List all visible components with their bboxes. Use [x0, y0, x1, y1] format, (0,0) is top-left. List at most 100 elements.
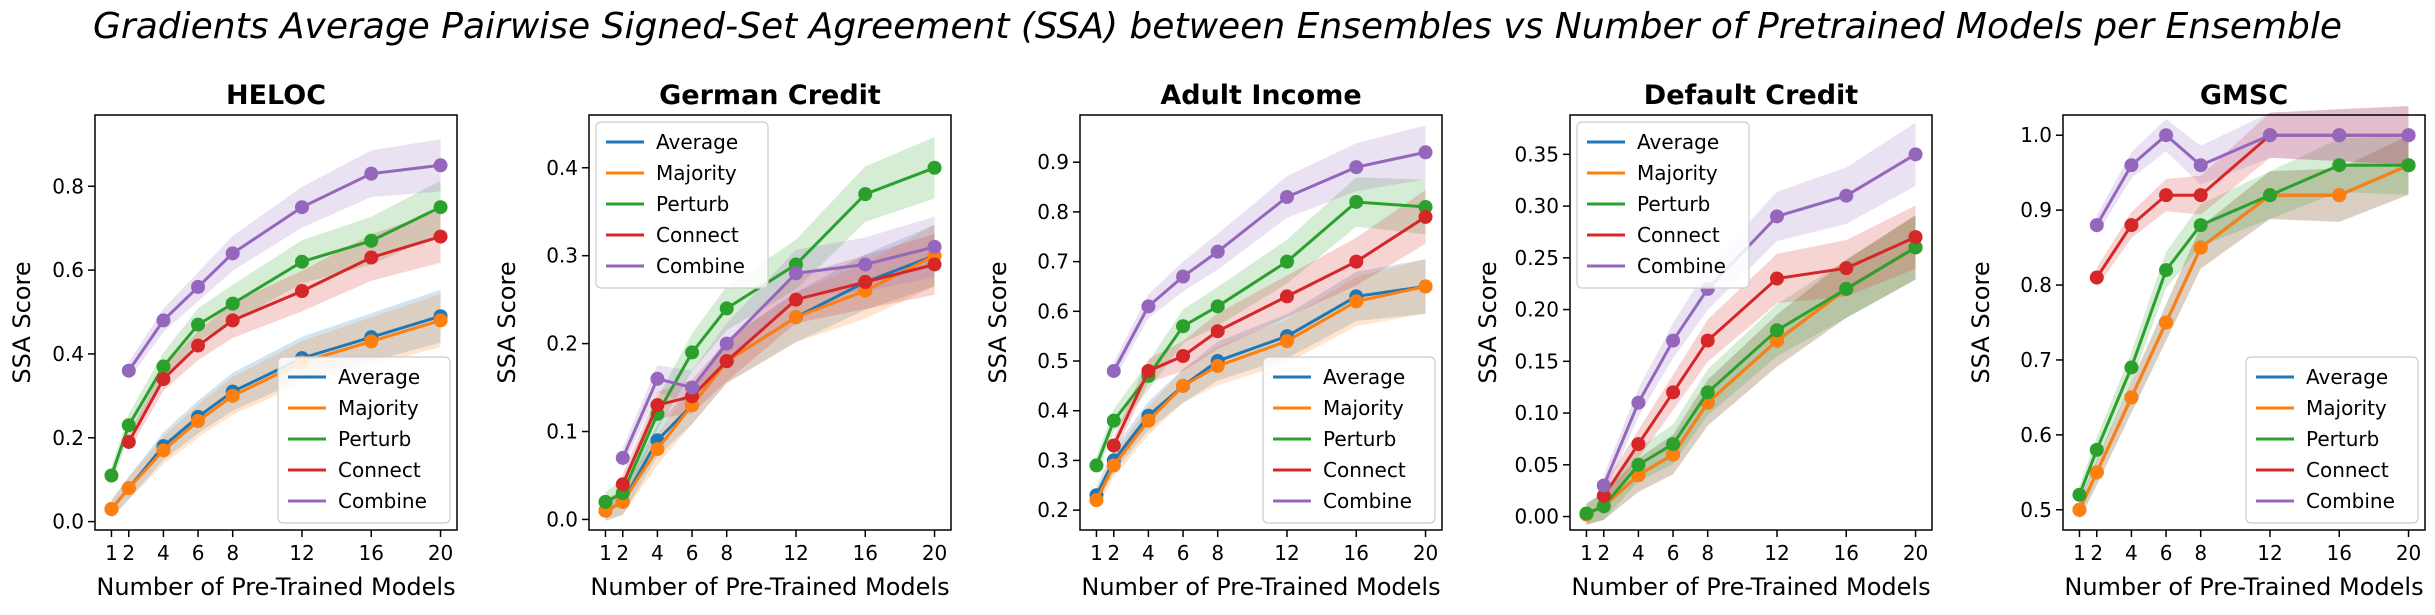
y-tick-label: 0.4 [546, 156, 578, 180]
x-tick-label: 6 [1177, 541, 1190, 565]
x-tick-label: 20 [428, 541, 453, 565]
data-point [1349, 160, 1364, 175]
legend-label: Connect [1323, 458, 1406, 482]
legend-label: Perturb [656, 192, 729, 216]
data-point [364, 166, 379, 181]
data-point [1349, 294, 1364, 309]
y-tick-label: 0.30 [1514, 194, 1559, 218]
y-tick-label: 0.4 [1037, 399, 1069, 423]
band-combine [622, 216, 935, 468]
data-point [1908, 230, 1923, 245]
x-axis-label: Number of Pre-Trained Models [590, 573, 949, 601]
data-point [1106, 438, 1121, 453]
data-point [191, 279, 206, 294]
x-tick-label: 6 [192, 541, 205, 565]
band-average [1096, 259, 1426, 505]
data-point [1666, 437, 1681, 452]
band-combine [1113, 125, 1426, 380]
x-axis-label: Number of Pre-Trained Models [96, 573, 455, 601]
panel-title: HELOC [226, 80, 326, 111]
plot-frame [1569, 114, 1933, 531]
data-point [598, 494, 613, 509]
data-point [2089, 218, 2104, 233]
y-tick-label: 0.2 [1037, 498, 1069, 522]
series-combine [121, 158, 448, 378]
band-connect [622, 234, 935, 495]
data-point [121, 434, 136, 449]
data-point [1176, 319, 1191, 334]
data-point [1106, 363, 1121, 378]
data-point [1908, 240, 1923, 255]
data-point [1418, 199, 1433, 214]
series-connect [1596, 230, 1923, 503]
data-point [1908, 147, 1923, 162]
data-point [1596, 478, 1611, 493]
legend-label: Average [1323, 365, 1405, 389]
series-line [110, 318, 441, 510]
data-point [1666, 333, 1681, 348]
plot-frame [2062, 114, 2426, 531]
x-tick-label: 1 [599, 541, 612, 565]
band-combine [128, 139, 441, 380]
x-tick-label: 4 [651, 541, 664, 565]
y-tick-label: 0.00 [1514, 505, 1559, 529]
data-point [1279, 254, 1294, 269]
data-point [1769, 323, 1784, 338]
data-point [225, 246, 240, 261]
band-connect [2096, 106, 2409, 288]
data-point [2089, 442, 2104, 457]
y-tick-label: 0.0 [52, 510, 84, 534]
x-tick-label: 2 [2090, 541, 2103, 565]
data-point [1141, 413, 1156, 428]
x-tick-label: 20 [1413, 541, 1438, 565]
legend-label: Average [656, 130, 738, 154]
data-point [788, 292, 803, 307]
data-point [1279, 334, 1294, 349]
data-point [685, 380, 700, 395]
data-point [2072, 502, 2087, 517]
data-point [650, 371, 665, 386]
data-point [858, 275, 873, 290]
data-point [225, 296, 240, 311]
data-point [1839, 188, 1854, 203]
y-tick-label: 0.6 [1037, 299, 1069, 323]
data-point [719, 354, 734, 369]
x-tick-label: 16 [2327, 541, 2352, 565]
data-point [927, 239, 942, 254]
data-point [1631, 437, 1646, 452]
data-point [121, 481, 136, 496]
data-point [1349, 254, 1364, 269]
data-point [858, 257, 873, 272]
legend-box [1262, 356, 1436, 524]
series-perturb [2072, 158, 2416, 502]
legend: Average Majority Perturb Connect Combine [595, 121, 769, 289]
y-tick-label: 0.9 [1037, 150, 1069, 174]
data-point [2332, 158, 2347, 173]
confidence-bands [2079, 106, 2409, 520]
legend-label: Majority [1637, 161, 1718, 185]
data-point [1769, 209, 1784, 224]
series-connect [615, 257, 942, 492]
figure-title: Gradients Average Pairwise Signed-Set Ag… [93, 6, 2342, 47]
legend-label: Combine [1323, 489, 1412, 513]
band-combine [1603, 122, 1916, 497]
x-tick-label: 12 [783, 541, 808, 565]
band-majority [1096, 259, 1426, 510]
data-point [2332, 128, 2347, 143]
data-point [433, 229, 448, 244]
data-point [1176, 378, 1191, 393]
data-point [1839, 261, 1854, 276]
data-point [2159, 188, 2174, 203]
legend-label: Connect [2306, 458, 2389, 482]
legend-label: Majority [2306, 396, 2387, 420]
x-tick-label: 8 [720, 541, 733, 565]
data-point [433, 200, 448, 215]
x-tick-label: 16 [853, 541, 878, 565]
data-point [2072, 487, 2087, 502]
data-point [858, 187, 873, 202]
band-perturb [1096, 177, 1426, 475]
data-point [2193, 240, 2208, 255]
data-point [1769, 271, 1784, 286]
band-average [2079, 135, 2409, 520]
